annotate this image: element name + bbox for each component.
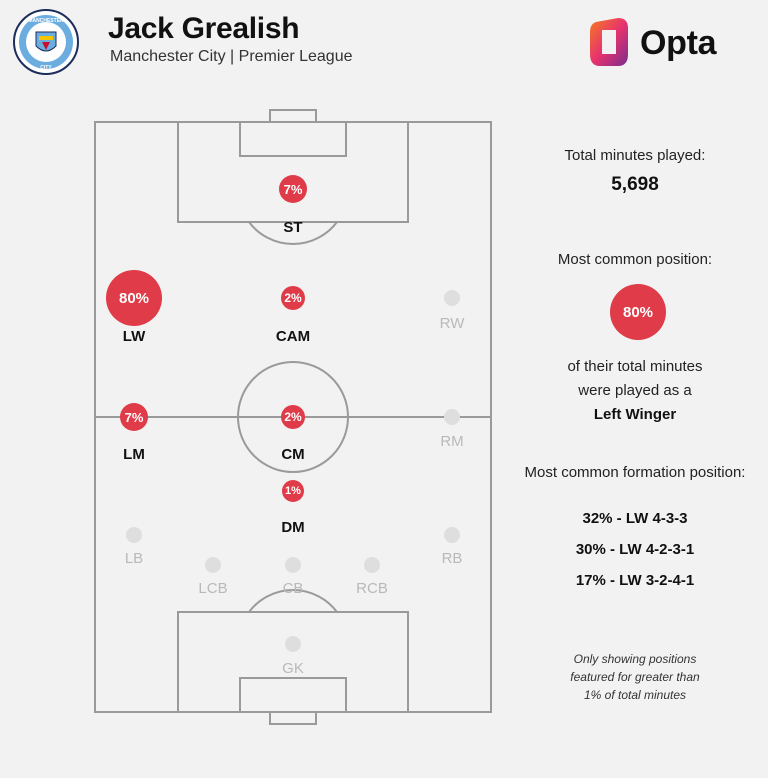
label-lm: LM <box>123 446 145 463</box>
label-lcb: LCB <box>198 580 228 597</box>
label-rw: RW <box>439 315 465 332</box>
opta-logo-icon <box>590 18 628 66</box>
opta-brand-text: Opta <box>640 24 717 62</box>
footnote-line-2: featured for greater than <box>570 670 700 684</box>
bubble-dm: 1% <box>282 480 304 502</box>
label-lw: LW <box>122 328 146 345</box>
crest-text-top: MANCHESTER <box>28 18 64 24</box>
formation-item: 30% - LW 4-2-3-1 <box>575 541 695 558</box>
most-common-desc-1: of their total minutes <box>567 358 703 375</box>
top-penalty-box <box>177 121 409 223</box>
label-lb: LB <box>124 550 144 567</box>
bubble-cm: 2% <box>281 405 305 429</box>
bottom-six-yard-box <box>239 677 347 713</box>
formation-item: 17% - LW 3-2-4-1 <box>575 572 695 589</box>
bubble-lw: 80% <box>106 270 162 326</box>
label-st: ST <box>283 219 303 236</box>
top-penalty-arc <box>248 221 338 245</box>
dot-cb <box>285 557 301 573</box>
most-common-label: Most common position: <box>557 251 713 268</box>
dot-rcb <box>364 557 380 573</box>
dot-lcb <box>205 557 221 573</box>
total-minutes-label: Total minutes played: <box>564 147 706 164</box>
crest-text-bottom: CITY <box>40 65 52 71</box>
label-cb: CB <box>282 580 304 597</box>
formation-label: Most common formation position: <box>524 464 746 481</box>
top-goal <box>269 109 317 123</box>
subtitle-separator: | <box>230 48 235 65</box>
most-common-bubble: 80% <box>610 284 666 340</box>
footnote: Only showing positions featured for grea… <box>540 650 730 704</box>
dot-lb <box>126 527 142 543</box>
dot-gk <box>285 636 301 652</box>
bottom-penalty-arc <box>248 589 338 613</box>
bubble-lm: 7% <box>120 403 148 431</box>
most-common-position: Left Winger <box>593 406 677 423</box>
footnote-line-3: 1% of total minutes <box>583 688 687 702</box>
label-cm: CM <box>281 446 305 463</box>
club-competition: Manchester City | Premier League <box>110 48 353 66</box>
label-rcb: RCB <box>356 580 388 597</box>
top-six-yard-box <box>239 121 347 157</box>
bubble-st: 7% <box>279 175 307 203</box>
bottom-goal <box>269 711 317 725</box>
footnote-line-1: Only showing positions <box>573 652 697 666</box>
label-dm: DM <box>281 519 305 536</box>
dot-rb <box>444 527 460 543</box>
label-rb: RB <box>441 550 463 567</box>
label-cam: CAM <box>275 328 311 345</box>
most-common-desc-2: were played as a <box>578 382 692 399</box>
total-minutes-value: 5,698 <box>611 174 659 195</box>
label-gk: GK <box>282 660 304 677</box>
club-crest-icon: MANCHESTER CITY <box>13 9 79 75</box>
formation-item: 32% - LW 4-3-3 <box>582 510 688 527</box>
label-rm: RM <box>440 433 464 450</box>
competition-name: Premier League <box>238 48 353 65</box>
club-name: Manchester City <box>110 48 226 65</box>
dot-rm <box>444 409 460 425</box>
dot-rw <box>444 290 460 306</box>
player-name: Jack Grealish <box>108 12 300 45</box>
centre-circle <box>237 361 349 473</box>
bubble-cam: 2% <box>281 286 305 310</box>
